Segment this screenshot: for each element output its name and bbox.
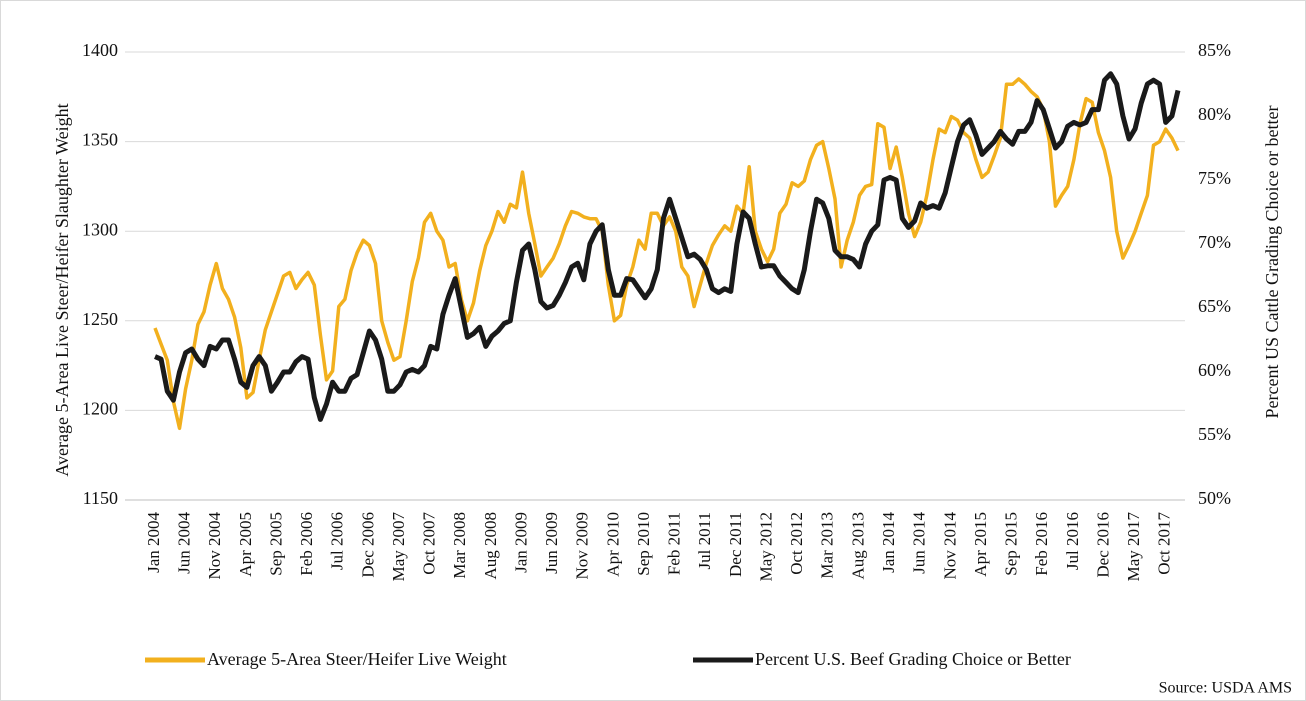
x-tick-label: Oct 2007: [420, 512, 439, 575]
x-tick-label: Mar 2008: [450, 512, 469, 579]
y-tick-label: 1200: [82, 399, 118, 419]
x-tick-label: Sep 2010: [634, 512, 653, 576]
x-tick-label: Nov 2004: [205, 512, 224, 580]
x-tick-label: Feb 2016: [1032, 512, 1051, 576]
x-tick-label: Oct 2017: [1155, 512, 1174, 575]
x-tick-label: Nov 2009: [573, 512, 592, 580]
x-tick-label: Apr 2015: [971, 512, 990, 577]
y2-tick-label: 75%: [1198, 168, 1231, 188]
x-tick-label: May 2017: [1124, 512, 1143, 582]
x-tick-label: Nov 2014: [940, 512, 959, 580]
y2-tick-label: 55%: [1198, 424, 1231, 444]
x-tick-label: Sep 2005: [266, 512, 285, 576]
y2-tick-label: 65%: [1198, 296, 1231, 316]
x-tick-label: Jun 2009: [542, 512, 561, 574]
x-tick-label: Feb 2011: [665, 512, 684, 575]
x-tick-label: Jan 2014: [879, 512, 898, 573]
series-line: [153, 77, 1180, 431]
x-tick-label: Jan 2009: [511, 512, 530, 573]
x-tick-label: Mar 2013: [818, 512, 837, 579]
y-tick-label: 1400: [82, 40, 118, 60]
y-tick-label: 1250: [82, 309, 118, 329]
x-tick-label: Jul 2006: [328, 512, 347, 570]
source: Source: USDA AMS: [1159, 680, 1292, 697]
x-tick-label: Apr 2005: [236, 512, 255, 577]
x-tick-label: Jul 2016: [1063, 512, 1082, 570]
x-tick-label: Dec 2011: [726, 512, 745, 577]
x-tick-label: Dec 2016: [1093, 512, 1112, 578]
y2-tick-label: 60%: [1198, 360, 1231, 380]
x-tick-label: Aug 2008: [481, 512, 500, 580]
x-tick-label: Dec 2006: [358, 512, 377, 578]
y2-tick-label: 50%: [1198, 488, 1231, 508]
x-tick-label: May 2012: [756, 512, 775, 581]
y2-tick-label: 70%: [1198, 232, 1231, 252]
x-tick-label: Sep 2015: [1002, 512, 1021, 576]
y-tick-label: 1350: [82, 130, 118, 150]
y-tick-label: 1300: [82, 219, 118, 239]
y-axis-label: Average 5-Area Live Steer/Heifer Slaught…: [52, 103, 72, 476]
y2-tick-label: 80%: [1198, 104, 1231, 124]
legend-label: Percent U.S. Beef Grading Choice or Bett…: [755, 649, 1071, 669]
x-tick-label: Jun 2004: [175, 512, 194, 574]
x-tick-label: Feb 2006: [297, 512, 316, 576]
x-tick-label: Jan 2004: [144, 512, 163, 573]
x-tick-label: Oct 2012: [787, 512, 806, 575]
y2-tick-label: 85%: [1198, 40, 1231, 60]
y2-axis-label: Percent US Cattle Grading Choice or bett…: [1262, 106, 1282, 419]
x-tick-label: Jul 2011: [695, 512, 714, 569]
series-line: [154, 71, 1181, 422]
legend-label: Average 5-Area Steer/Heifer Live Weight: [207, 649, 507, 669]
y-tick-label: 1150: [83, 488, 118, 508]
x-tick-label: May 2007: [389, 512, 408, 582]
x-tick-label: Apr 2010: [603, 512, 622, 577]
x-tick-label: Jun 2014: [910, 512, 929, 574]
x-tick-label: Aug 2013: [848, 512, 867, 580]
